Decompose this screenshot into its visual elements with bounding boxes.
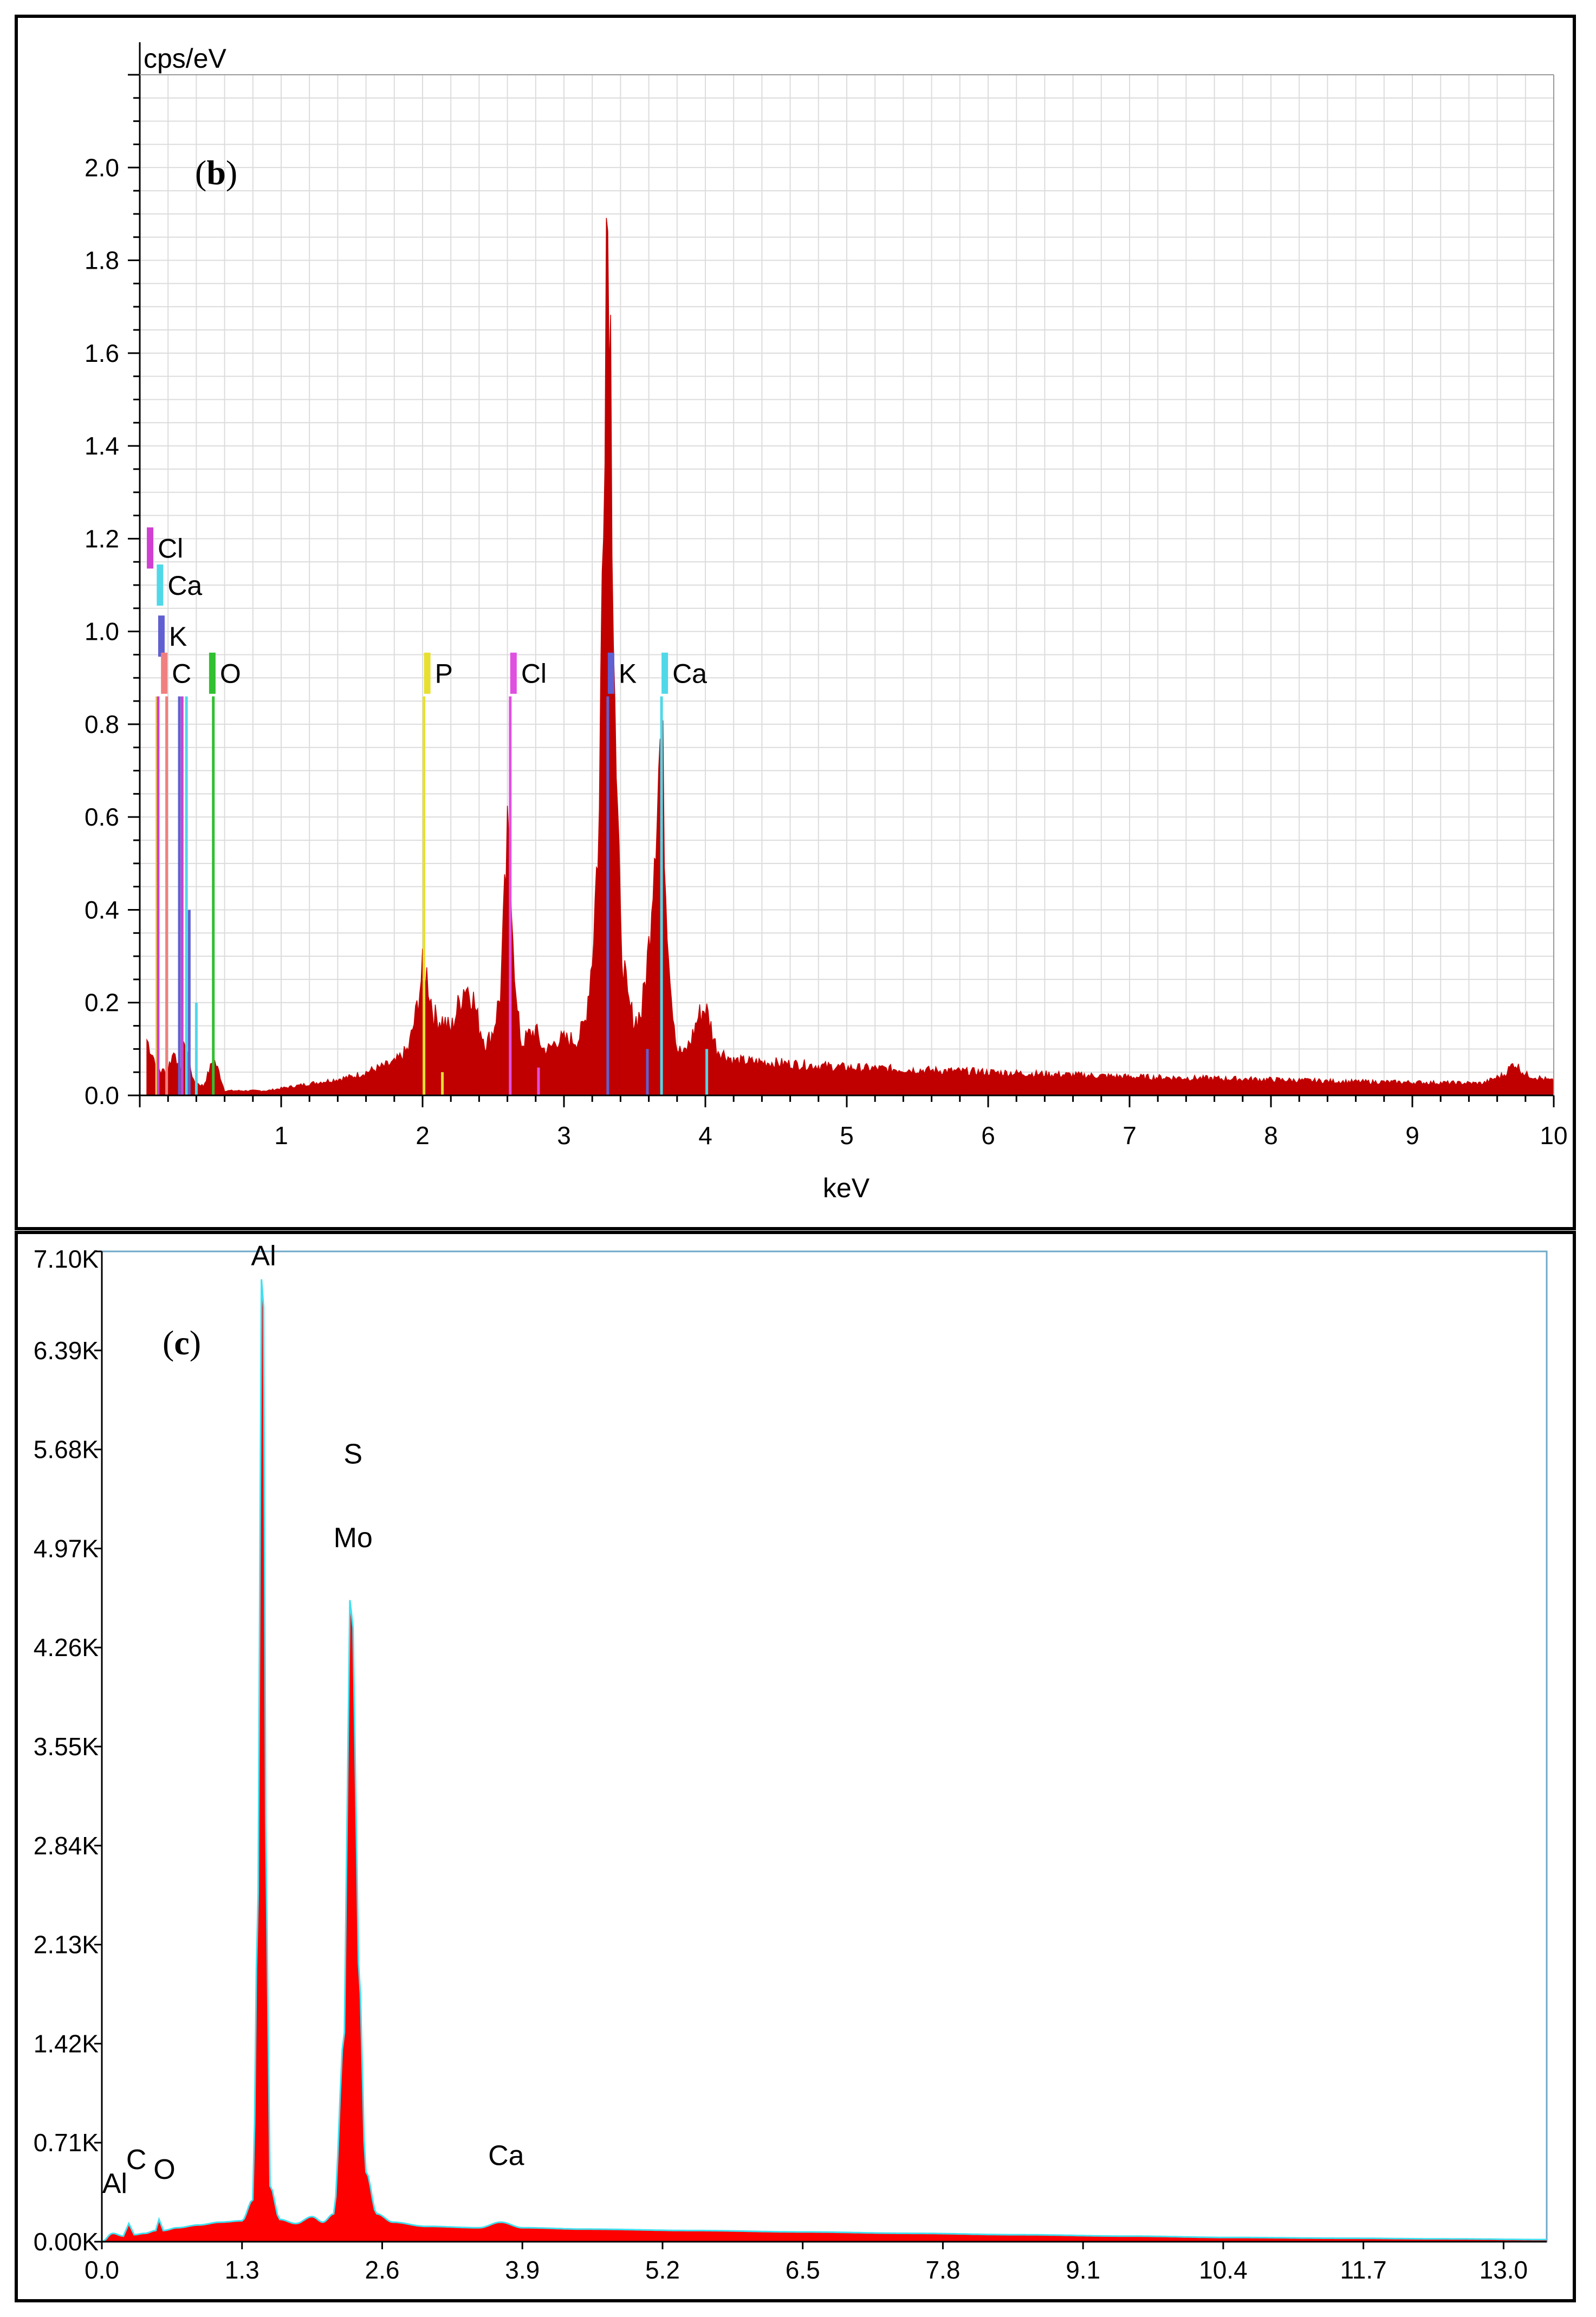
y-tick-label: 0.4 xyxy=(85,895,119,924)
y-tick-label: 5.68K xyxy=(34,1436,99,1464)
y-tick-label: 0.0 xyxy=(85,1081,119,1109)
y-tick-label: 0.00K xyxy=(34,2228,99,2256)
x-tick-label: 4 xyxy=(698,1121,712,1150)
y-tick-label: 1.2 xyxy=(85,524,119,553)
element-marker-label: Cl xyxy=(521,659,547,689)
y-tick-label: 0.71K xyxy=(34,2128,99,2157)
y-tick-label: 7.10K xyxy=(34,1245,99,1273)
peak-label: Mo xyxy=(334,1522,373,1554)
element-marker-label: Ca xyxy=(672,659,707,689)
element-marker-tag xyxy=(209,652,216,694)
element-marker-tag xyxy=(424,652,431,694)
panel-c-axes: 0.00K 0.71K 1.42K 2.13K 2.84K 3.55K 4.26K 4.97K… xyxy=(34,1245,1547,2284)
element-marker-label: Ca xyxy=(167,570,202,601)
x-tick-label: 3.9 xyxy=(505,2256,540,2284)
x-tick-label: 5.2 xyxy=(645,2256,680,2284)
x-tick-label: 8 xyxy=(1264,1121,1278,1150)
element-marker-tag xyxy=(158,615,165,657)
y-tick-label: 4.26K xyxy=(34,1633,99,1662)
x-tick-label: 6.5 xyxy=(786,2256,820,2284)
peak-label: Al xyxy=(102,2168,127,2199)
panel-b-tag-letter: b xyxy=(206,153,226,192)
panel-c-plot-area xyxy=(101,1250,1548,2243)
y-tick-label: 6.39K xyxy=(34,1336,99,1365)
y-tick-label: 1.42K xyxy=(34,2029,99,2058)
y-tick-label: 0.2 xyxy=(85,989,119,1017)
element-marker-tag xyxy=(147,527,154,569)
y-tick-label: 1.0 xyxy=(85,618,119,646)
x-tick-label: 13.0 xyxy=(1480,2256,1528,2284)
x-tick-label: 6 xyxy=(981,1121,995,1150)
panel-b-tag: (b) xyxy=(195,153,237,192)
spectrum-area xyxy=(146,218,1554,1096)
element-marker-label: K xyxy=(169,621,187,652)
y-tick-label: 1.8 xyxy=(85,246,119,275)
element-marker-tag xyxy=(661,652,669,694)
y-tick-label: 0.8 xyxy=(85,710,119,738)
x-tick-label: 2.6 xyxy=(365,2256,400,2284)
y-tick-label: 2.0 xyxy=(85,153,119,181)
x-tick-label: 9 xyxy=(1405,1121,1419,1150)
peak-label: S xyxy=(343,1438,362,1470)
panel-c-spectrum xyxy=(101,1250,1548,2243)
element-marker-label: C xyxy=(172,659,191,689)
panel-b-axes: 0.0 0.2 0.4 0.6 0.8 1.0 1.2 1.4 1.6 1.8 2.0 1 2 3 4 5 6 7… xyxy=(85,42,1568,1150)
panel-c-tag: (c) xyxy=(163,1323,201,1362)
x-tick-label: 5 xyxy=(840,1121,854,1150)
x-tick-label: 10.4 xyxy=(1199,2256,1248,2284)
spectrum-outline xyxy=(101,1279,1547,2243)
x-tick-label: 2 xyxy=(416,1121,430,1150)
y-tick-label: 1.6 xyxy=(85,339,119,367)
element-marker-tag xyxy=(607,652,614,694)
x-tick-label: 10 xyxy=(1540,1121,1567,1150)
x-tick-label: 7.8 xyxy=(925,2256,960,2284)
element-marker-label: K xyxy=(619,659,637,689)
x-tick-label: 1.3 xyxy=(225,2256,259,2284)
panel-b-grid xyxy=(140,75,1554,1095)
peak-label: Al xyxy=(251,1241,276,1272)
y-tick-label: 0.6 xyxy=(85,803,119,831)
element-marker-label: Cl xyxy=(158,533,183,563)
element-marker-tag xyxy=(157,564,164,606)
y-tick-label: 2.13K xyxy=(34,1931,99,1959)
y-tick-label: 1.4 xyxy=(85,432,119,460)
element-marker-label: P xyxy=(435,659,453,689)
panel-c: 0.00K 0.71K 1.42K 2.13K 2.84K 3.55K 4.26K 4.97K… xyxy=(15,1231,1576,2302)
panel-c-tag-letter: c xyxy=(174,1323,189,1362)
x-tick-label: 7 xyxy=(1123,1121,1137,1150)
y-tick-label: 3.55K xyxy=(34,1732,99,1761)
x-tick-label: 9.1 xyxy=(1066,2256,1100,2284)
element-marker-tag xyxy=(510,652,517,694)
x-tick-label: 3 xyxy=(557,1121,571,1150)
x-tick-label: 11.7 xyxy=(1340,2256,1387,2284)
peak-label: O xyxy=(153,2154,175,2185)
x-tick-label: 0.0 xyxy=(85,2256,119,2284)
element-marker-label: O xyxy=(220,659,241,689)
element-marker-tag xyxy=(161,652,168,694)
y-tick-label: 2.84K xyxy=(34,1832,99,1860)
panel-b-spectrum xyxy=(146,218,1554,1096)
x-tick-label: 1 xyxy=(274,1121,288,1150)
panel-b-x-axis-title: keV xyxy=(823,1173,870,1203)
peak-label: C xyxy=(126,2144,147,2176)
panel-b-y-axis-title: cps/eV xyxy=(144,43,227,74)
peak-label: Ca xyxy=(488,2140,524,2171)
y-tick-label: 4.97K xyxy=(34,1534,99,1562)
